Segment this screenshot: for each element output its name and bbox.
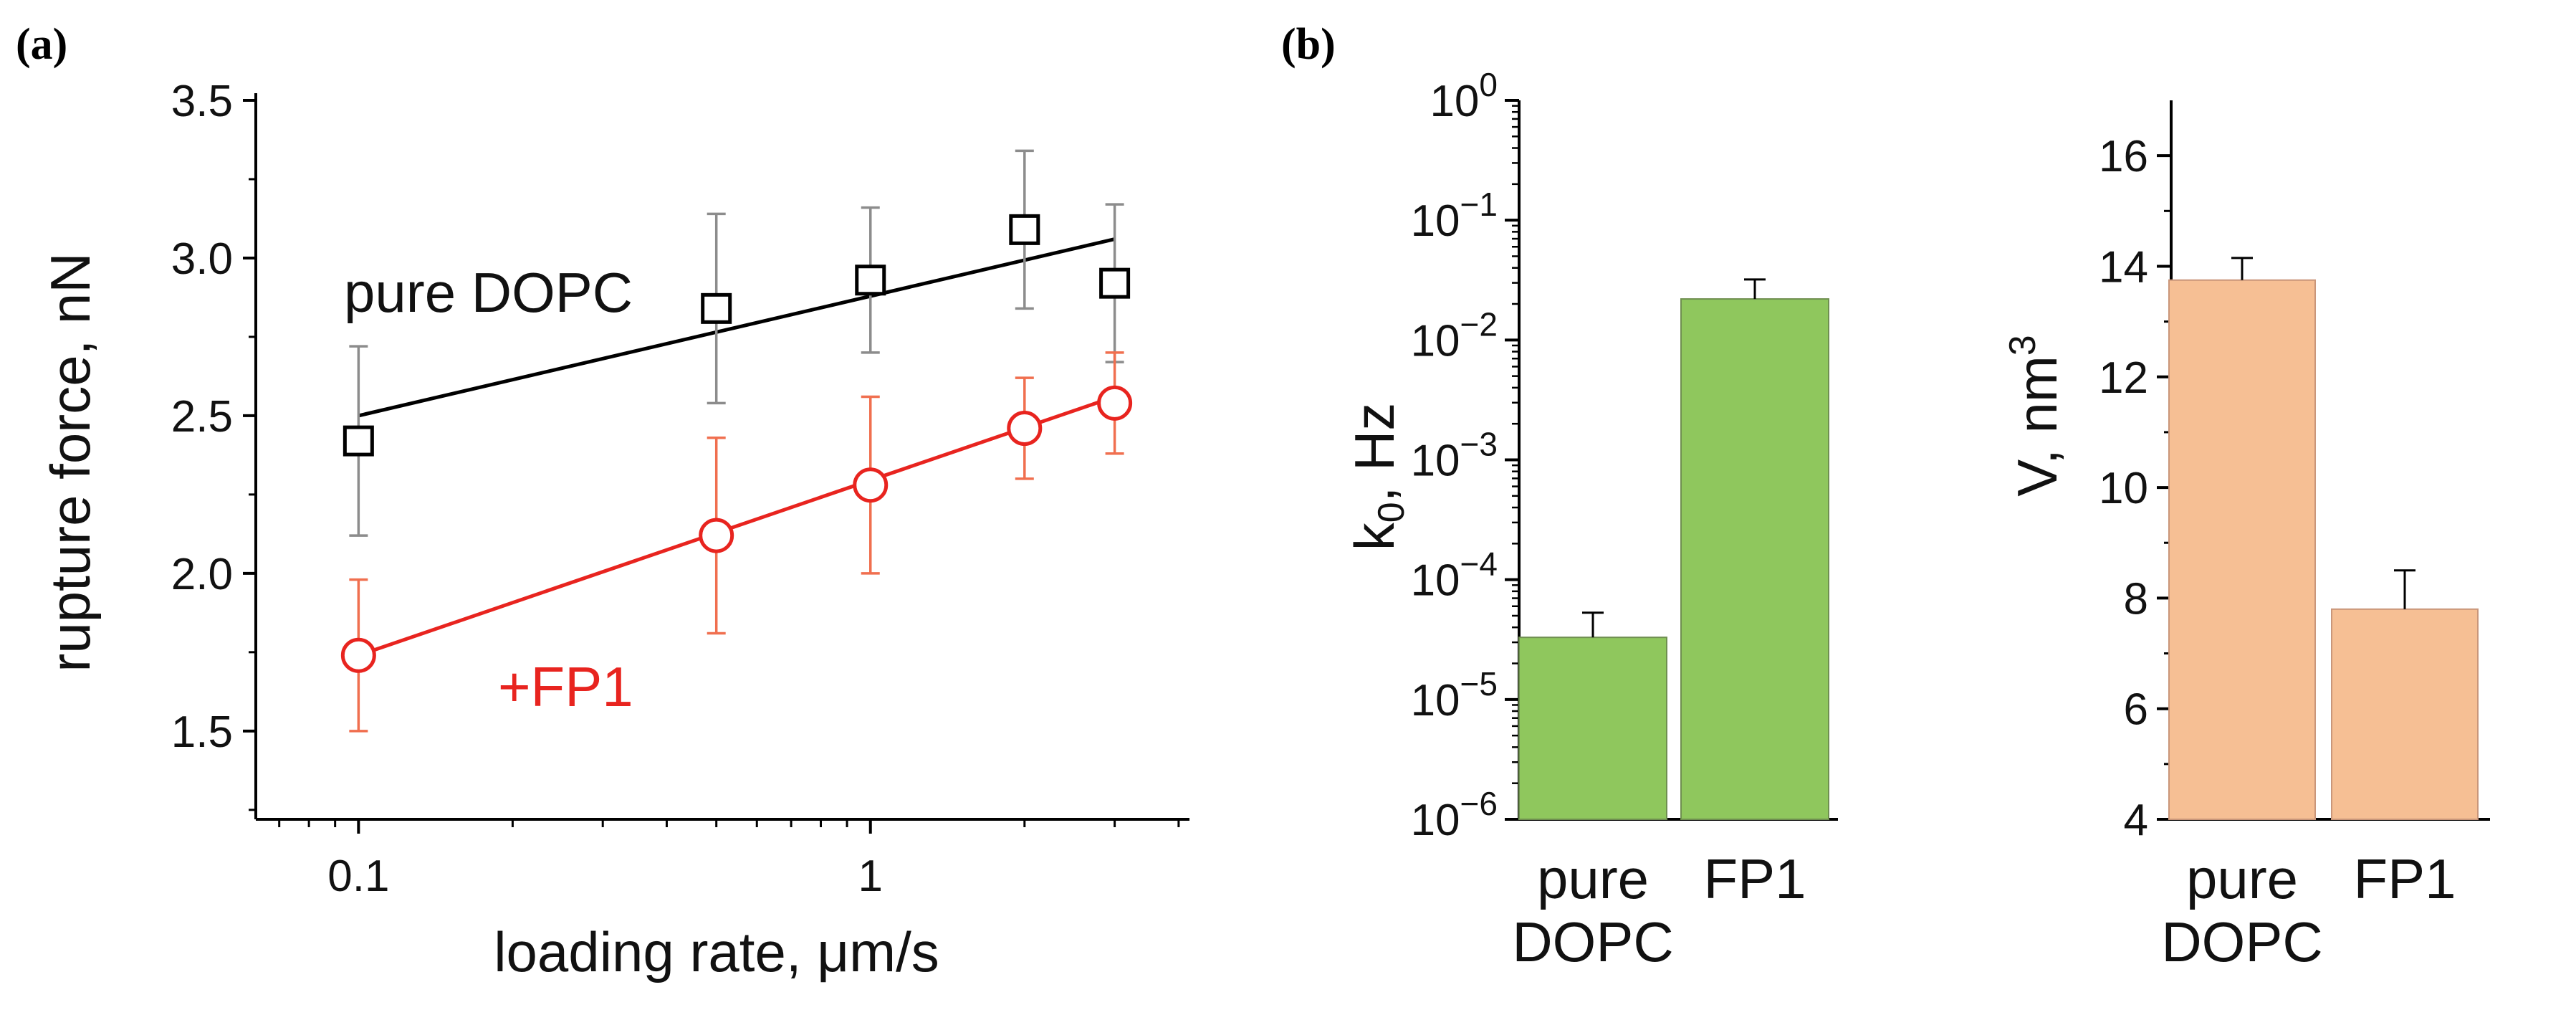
chart-a-axes <box>243 93 1189 834</box>
tick-base: 10 <box>1411 676 1460 725</box>
v-title-sup: 3 <box>2002 335 2044 356</box>
y-tick-label: 12 <box>2099 353 2148 403</box>
category-label: FP1 <box>1703 847 1806 910</box>
data-point-circle <box>1097 385 1133 421</box>
series-label-fp1: +FP1 <box>498 655 633 718</box>
category-label: pure <box>1537 847 1649 910</box>
x-tick-label: 1 <box>858 852 883 901</box>
y-tick-label: 10−2 <box>1411 305 1498 366</box>
tick-base: 10 <box>1411 316 1460 366</box>
y-tick-label: 10−1 <box>1411 186 1498 246</box>
tick-exponent: 0 <box>1479 66 1498 103</box>
chart-k0-bars <box>1518 278 1829 820</box>
bar <box>1518 637 1667 820</box>
tick-exponent: −2 <box>1460 305 1498 343</box>
fit-line <box>358 237 1116 418</box>
y-tick-label: 10−4 <box>1411 545 1498 606</box>
rupture-force-chart: 1.5 2.0 2.5 3.0 3.5 0.1 1 pure DOPC +FP1 loadi… <box>39 77 1189 983</box>
tick-exponent: −5 <box>1460 665 1498 702</box>
data-point-square <box>1099 267 1131 299</box>
chart-a-tick-labels: 1.5 2.0 2.5 3.0 3.5 0.1 1 <box>171 77 883 901</box>
data-point-square <box>1009 214 1040 245</box>
y-tick-label: 3.5 <box>171 77 233 126</box>
series-label-pure-dopc: pure DOPC <box>344 261 633 324</box>
y-tick-label: 4 <box>2124 796 2148 845</box>
data-point-circle <box>853 467 889 503</box>
k0-title-rest: , Hz <box>1343 403 1406 502</box>
category-label: DOPC <box>2161 910 2322 973</box>
y-tick-label: 1.5 <box>171 707 233 757</box>
y-tick-label: 16 <box>2099 132 2148 181</box>
panel-a-label: (a) <box>16 20 67 69</box>
tick-exponent: −4 <box>1460 545 1498 583</box>
category-label: DOPC <box>1512 910 1673 973</box>
k0-title-main: k <box>1343 522 1406 551</box>
fit-line <box>358 395 1116 657</box>
data-point-circle <box>340 637 376 673</box>
y-tick-label: 3.0 <box>171 234 233 284</box>
data-point-square <box>343 425 374 457</box>
bar <box>1680 298 1829 820</box>
y-tick-label: 2.0 <box>171 550 233 599</box>
tick-base: 10 <box>1430 77 1479 126</box>
bar <box>2331 608 2479 820</box>
y-tick-label: 10−3 <box>1411 426 1498 486</box>
chart-v-y-axis-title: V, nm3 <box>2002 335 2069 496</box>
data-point-circle <box>699 518 734 553</box>
y-tick-label: 100 <box>1430 66 1498 126</box>
v-title-main: V, nm <box>2006 356 2069 497</box>
tick-base: 10 <box>1411 437 1460 486</box>
y-tick-label: 10−6 <box>1411 785 1498 845</box>
tick-exponent: −6 <box>1460 785 1498 822</box>
chart-a-x-axis-title: loading rate, μm/s <box>494 920 939 983</box>
chart-a-points <box>340 214 1133 673</box>
chart-a-fit-lines <box>358 237 1116 657</box>
chart-k0-y-axis-title: k0, Hz <box>1343 403 1412 551</box>
tick-base: 10 <box>1411 796 1460 845</box>
panel-b-label: (b) <box>1281 20 1336 69</box>
data-point-square <box>701 292 732 324</box>
chart-v-bars <box>2168 257 2479 820</box>
chart-a-y-axis-title: rupture force, nN <box>39 252 102 672</box>
y-tick-label: 10 <box>2099 464 2148 513</box>
y-tick-label: 8 <box>2124 574 2148 624</box>
chart-a-error-bars <box>349 149 1124 733</box>
y-tick-label: 14 <box>2099 242 2148 292</box>
k0-title-sub: 0 <box>1371 502 1412 523</box>
data-point-square <box>855 265 886 296</box>
tick-exponent: −1 <box>1460 186 1498 223</box>
tick-base: 10 <box>1411 556 1460 606</box>
y-tick-label: 10−5 <box>1411 665 1498 725</box>
category-label: pure <box>2186 847 2298 910</box>
y-tick-label: 2.5 <box>171 392 233 442</box>
category-label: FP1 <box>2353 847 2456 910</box>
bar <box>2168 279 2316 820</box>
x-tick-label: 0.1 <box>327 852 389 901</box>
tick-base: 10 <box>1411 196 1460 246</box>
tick-exponent: −3 <box>1460 426 1498 463</box>
data-point-circle <box>1007 411 1043 447</box>
y-tick-label: 6 <box>2124 685 2148 735</box>
